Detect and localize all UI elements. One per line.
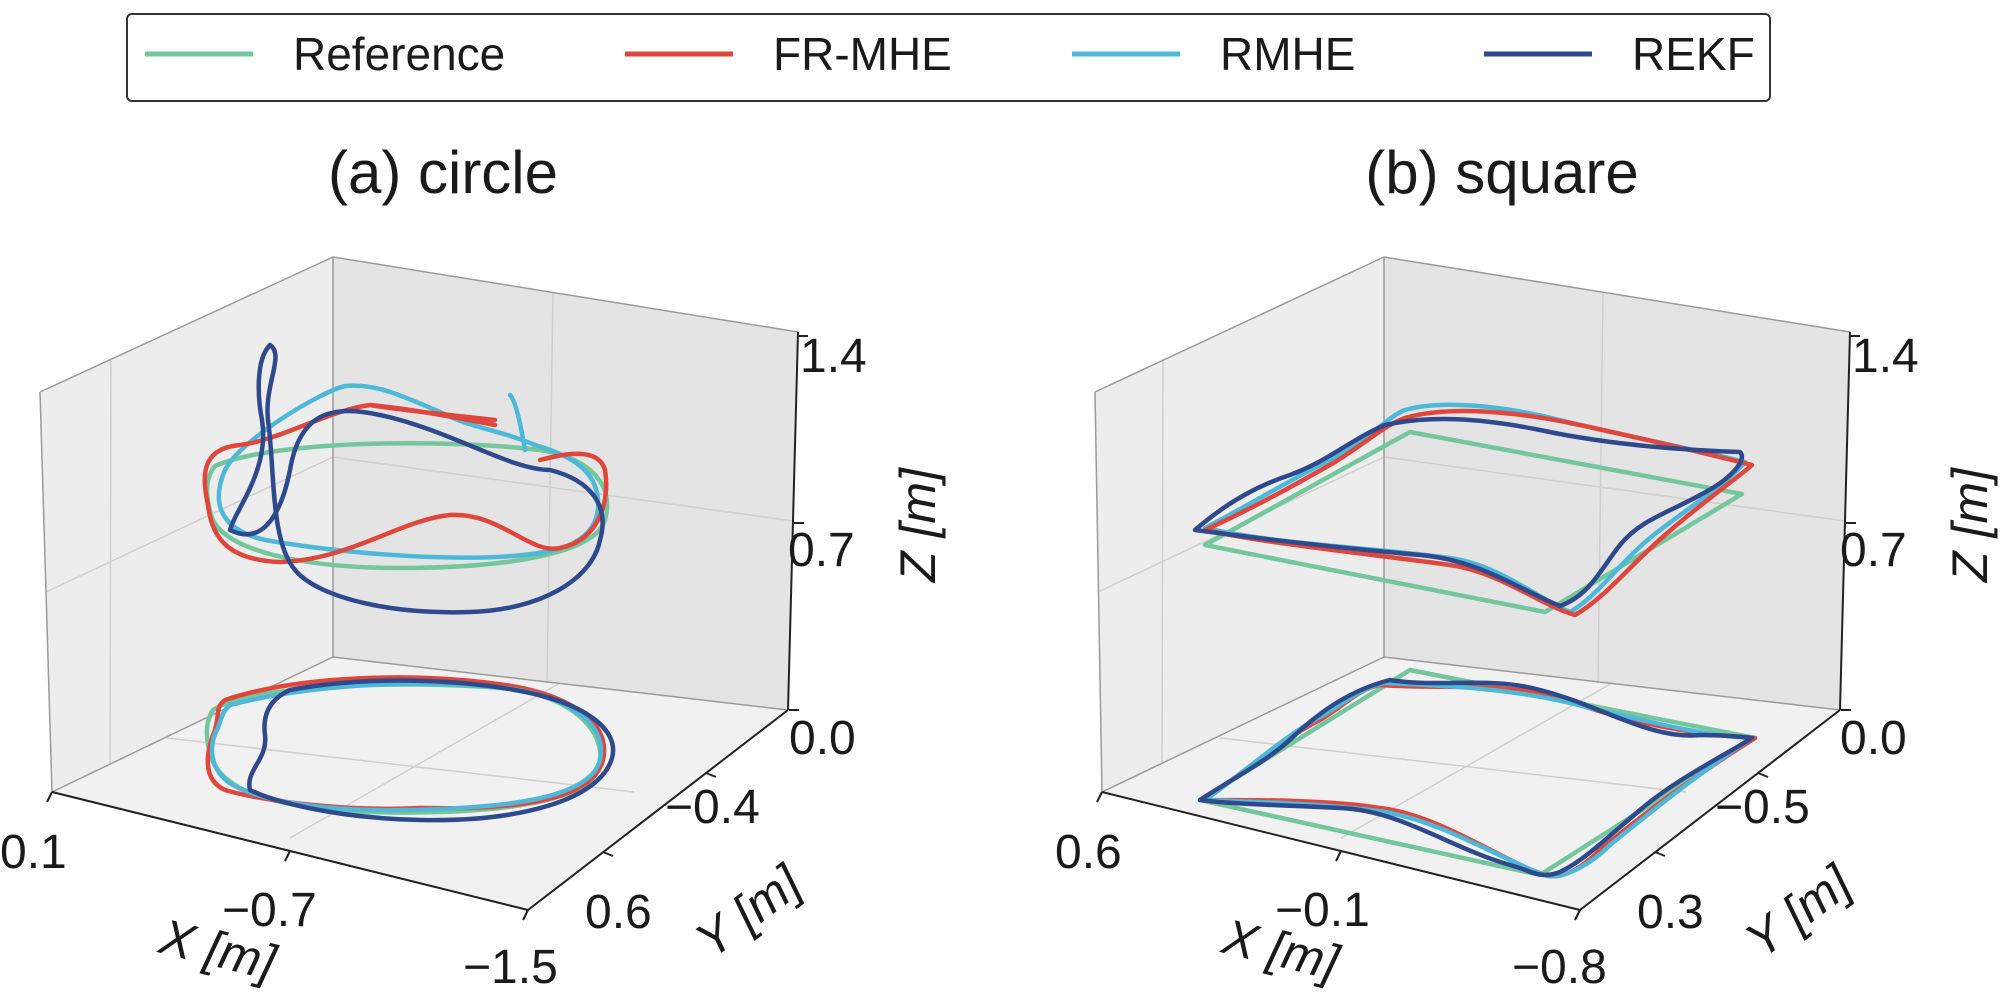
series-rekf-3d [227,342,605,615]
legend-item-rmhe: RMHE [1072,28,1355,80]
y-tick-1: −0.4 [665,781,760,834]
legend-label: Reference [293,28,505,80]
legend-item-reference: Reference [145,28,505,80]
pane-edges [39,256,799,793]
pane-edges [1094,256,1851,793]
y-tick-2: 0.3 [1637,886,1704,939]
pane-floor [52,657,788,910]
z-tick-1: 0.0 [789,712,856,765]
z-tick-2: 0.7 [1840,524,1907,577]
y-tick-1: −0.5 [1715,781,1810,834]
x-tick-2: −0.1 [1275,884,1370,937]
z-axis-line [787,331,799,711]
panel-title: (a) circle [328,139,558,206]
y-tick-2: 0.6 [585,886,652,939]
y-axis-label: Y [m] [1735,854,1862,969]
z-axis-label: Z [m] [890,467,946,583]
series-rekf-floor [1197,677,1755,878]
y-axis-label: Y [m] [685,854,812,969]
legend: Reference FR-MHE RMHE REKF [126,13,1771,102]
x-tick-2: −0.7 [222,884,317,937]
panel-square: 0.6 −0.1 −0.8 −0.5 0.3 0.0 0.7 1.4 X [m]… [1055,139,1998,994]
legend-label: RMHE [1220,28,1355,80]
series-frmhe-3d [1202,408,1755,618]
axes [1096,331,1860,921]
series-reference-3d [204,441,610,571]
z-axis-line [1839,331,1851,711]
y-axis-line [527,709,789,911]
z-tick-2: 0.7 [788,524,855,577]
axes [46,331,808,921]
x-tick-3: −0.8 [1512,941,1607,994]
legend-frame [126,13,1771,102]
z-tick-3: 1.4 [800,330,867,383]
x-tick-1: 0.1 [0,826,67,879]
legend-item-rekf: REKF [1484,28,1755,80]
z-tick-1: 0.0 [1840,712,1907,765]
legend-item-fr-mhe: FR-MHE [625,28,952,80]
z-tick-3: 1.4 [1852,330,1919,383]
pane-back [333,257,798,710]
panel-title: (b) square [1365,139,1638,206]
pane-back [1384,257,1850,710]
legend-label: REKF [1632,28,1755,80]
x-tick-1: 0.6 [1055,826,1122,879]
z-axis-label: Z [m] [1942,467,1998,583]
legend-label: FR-MHE [773,28,952,80]
y-axis-line [1579,709,1841,911]
x-tick-3: −1.5 [463,941,558,994]
series-rekf-3d [1192,416,1744,609]
series-group [202,342,616,823]
panel-circle: 0.1 −0.7 −1.5 −0.4 0.6 0.0 0.7 1.4 X [m]… [0,139,946,994]
series-rekf-floor [247,678,616,823]
series-reference-3d [1202,429,1745,615]
series-group [1192,402,1758,879]
